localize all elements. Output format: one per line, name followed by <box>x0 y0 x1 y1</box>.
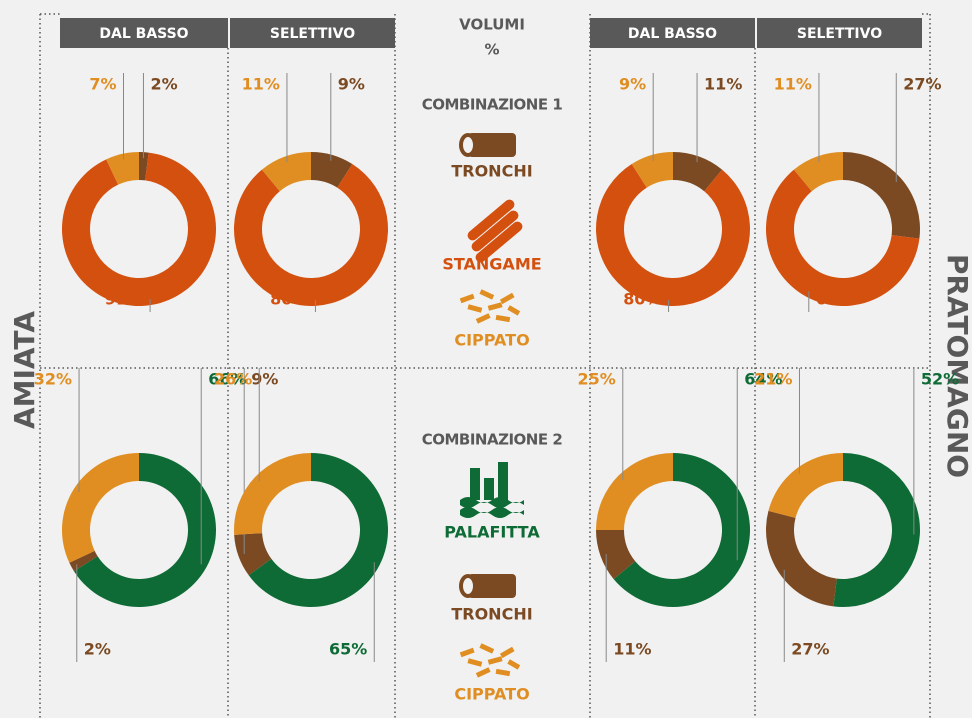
donut-slice <box>843 152 920 239</box>
donut-slice <box>62 152 217 306</box>
column-header-bg <box>757 18 922 48</box>
data-label: 21% <box>754 370 792 389</box>
legend-label: CIPPATO <box>454 685 529 704</box>
region-label: AMIATA <box>8 311 41 429</box>
donut-hole <box>262 180 360 278</box>
data-label: 2% <box>84 640 111 659</box>
column-header: DAL BASSO <box>99 26 188 42</box>
data-label: 11% <box>242 75 280 94</box>
data-label: 52% <box>921 370 959 389</box>
donut-slice <box>261 152 311 192</box>
data-label: 80% <box>270 290 308 309</box>
data-label: 9% <box>251 370 278 389</box>
donut-slice <box>61 453 140 563</box>
donut-hole <box>262 481 360 579</box>
stilts-icon <box>460 462 524 518</box>
donut-slice <box>766 510 837 607</box>
donut-hole <box>90 180 188 278</box>
legend-label: STANGAME <box>442 255 541 274</box>
column-header: DAL BASSO <box>628 26 717 42</box>
donut-slice <box>766 169 920 307</box>
data-label: 25% <box>577 370 615 389</box>
data-label: 27% <box>903 75 941 94</box>
donut-slice <box>673 152 723 192</box>
data-label: 11% <box>704 75 742 94</box>
data-label: 66% <box>208 370 246 389</box>
data-label: 9% <box>338 75 365 94</box>
legend-label: TRONCHI <box>451 162 532 181</box>
poles-icon <box>467 199 523 263</box>
donut-slice <box>139 152 149 181</box>
chips-icon <box>459 643 521 678</box>
data-label: 9% <box>619 75 646 94</box>
donut-slice <box>596 453 673 530</box>
log-icon <box>459 133 516 157</box>
combination-title: COMBINAZIONE 2 <box>422 431 563 449</box>
log-icon <box>459 574 516 598</box>
donut-hole <box>794 180 892 278</box>
donut-hole <box>624 180 722 278</box>
legend-label: PALAFITTA <box>444 523 540 542</box>
column-header-bg <box>590 18 755 48</box>
center-header: VOLUMI <box>459 16 525 34</box>
data-label: 27% <box>791 640 829 659</box>
donut-hole <box>90 481 188 579</box>
data-label: 64% <box>744 370 782 389</box>
donut-slice <box>595 163 750 306</box>
legend-label: TRONCHI <box>451 605 532 624</box>
data-label: 2% <box>150 75 177 94</box>
data-label: 7% <box>89 75 116 94</box>
donut-slice <box>631 152 673 188</box>
data-label: 91% <box>105 290 143 309</box>
donut-slice <box>234 163 388 306</box>
column-header: SELETTIVO <box>270 26 355 42</box>
donut-slice <box>234 453 311 535</box>
frame <box>39 13 931 718</box>
donut-slice <box>833 453 920 607</box>
donut-slice <box>311 152 353 188</box>
column-header: SELETTIVO <box>797 26 882 42</box>
column-header-bg <box>230 18 395 48</box>
donut-slice <box>234 533 272 576</box>
donut-hole <box>624 481 722 579</box>
donut-slice <box>613 453 750 607</box>
center-header: % <box>484 41 499 59</box>
data-label: 11% <box>613 640 651 659</box>
donut-slice <box>73 453 216 607</box>
data-label: 62% <box>816 290 854 309</box>
data-label: 26% <box>214 370 252 389</box>
chips-icon <box>459 289 521 324</box>
data-label: 11% <box>774 75 812 94</box>
donut-slice <box>768 453 843 518</box>
icons <box>459 133 524 678</box>
data-label: 32% <box>34 370 72 389</box>
donut-slice <box>793 152 843 192</box>
donut-slice <box>248 453 388 607</box>
legend-label: CIPPATO <box>454 331 529 350</box>
donut-slice <box>106 152 139 185</box>
region-label: PRATOMAGNO <box>941 254 972 478</box>
data-label: 65% <box>329 640 367 659</box>
data-label: 80% <box>623 290 661 309</box>
donut-hole <box>794 481 892 579</box>
combination-title: COMBINAZIONE 1 <box>422 96 563 114</box>
column-header-bg <box>60 18 228 48</box>
